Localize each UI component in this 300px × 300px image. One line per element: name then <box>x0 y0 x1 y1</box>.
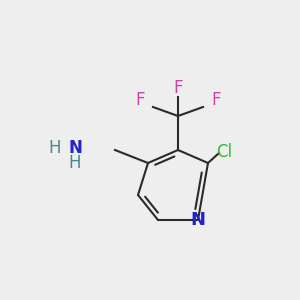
Text: F: F <box>211 91 221 109</box>
Text: N: N <box>190 211 206 229</box>
Text: H: H <box>49 139 61 157</box>
Text: Cl: Cl <box>216 143 232 161</box>
Text: F: F <box>135 91 145 109</box>
Text: F: F <box>173 79 183 97</box>
Text: N: N <box>68 139 82 157</box>
Text: H: H <box>69 154 81 172</box>
